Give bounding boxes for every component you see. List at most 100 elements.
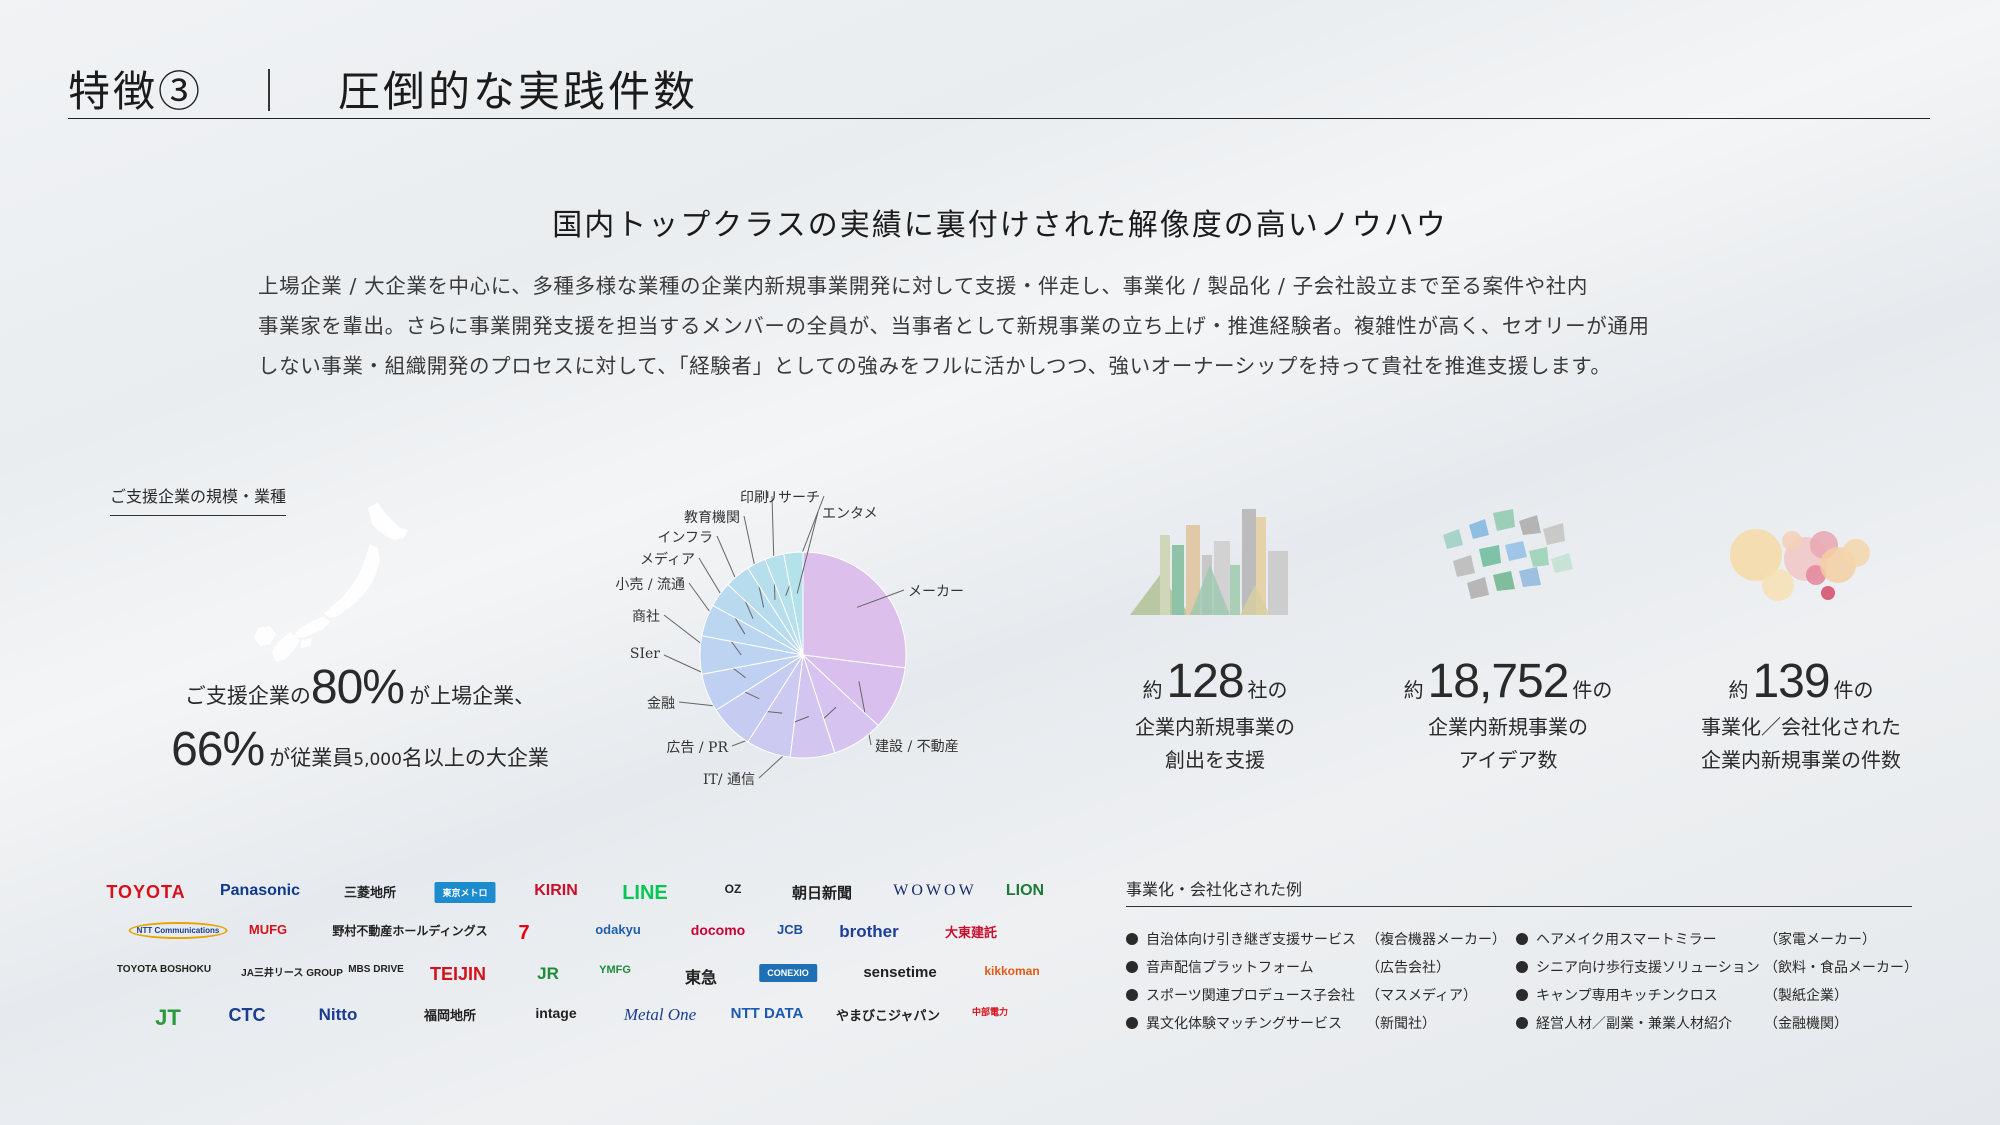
client-logo: kikkoman [984,964,1040,978]
client-logo: brother [839,922,899,941]
stat-prefix: 約 [1728,678,1749,702]
client-logo: YMFG [599,964,631,976]
pie-label: メーカー [908,584,964,600]
client-logo: Metal One [623,1005,697,1024]
listed-ratio-stat: ご支援企業の80% が上場企業、 [80,660,640,715]
client-logo: 7 [518,922,530,944]
title-divider [68,118,1930,119]
example-name: スポーツ関連プロデュース子会社 [1146,988,1356,1004]
industry-pie-chart: メーカー 建設 / 不動産 IT/ 通信 広告 / PR 金融 SIer 商社 小売 / 流通… [600,480,1000,810]
pie-label: リサーチ [764,490,820,506]
example-item: ヘアメイク用スマートミラー [1516,929,1717,949]
client-logo: NTT DATA [730,1005,804,1022]
bullet-icon [1516,933,1528,945]
stat-prefix: 約 [1142,678,1163,702]
pie-label: 小売 / 流通 [615,577,685,593]
pie-label: SIer [629,646,660,662]
stat-desc: 企業内新規事業の件数 [1701,748,1901,772]
client-logo: odakyu [595,922,641,937]
pie-slice [802,551,907,669]
lead-line: 上場企業 / 大企業を中心に、多種多様な業種の企業内新規事業開発に対して支援・伴… [258,274,1588,298]
example-item: 異文化体験マッチングサービス [1126,1013,1342,1033]
stat-text: ご支援企業の [184,684,311,708]
stat-desc: アイデア数 [1458,748,1558,772]
stat-value: 139 [1752,655,1830,708]
client-logo: JCB [776,922,804,937]
client-logo: JR [537,964,559,983]
client-logo: MBS DRIVE [348,964,404,975]
stat-desc: 事業化／会社化された [1701,715,1901,739]
client-logo: 野村不動産ホールディングス [332,924,488,938]
stat-desc: 企業内新規事業の [1135,715,1295,739]
examples-title: 事業化・会社化された例 [1126,880,1303,899]
client-logo: TOYOTA [106,882,186,902]
stat-launches: 約139 件の 事業化／会社化された 企業内新規事業の件数 [1671,505,1931,777]
client-logo: 三菱地所 [343,885,397,900]
bullet-icon [1516,1017,1528,1029]
example-name: キャンプ専用キッチンクロス [1536,988,1718,1004]
client-logo: Panasonic [219,882,301,899]
bullet-icon [1126,961,1138,973]
bullet-icon [1126,989,1138,1001]
client-logo: CTC [228,1005,266,1025]
bullet-icon [1126,1017,1138,1029]
client-logo: docomo [690,922,746,938]
stat-value: 128 [1166,655,1244,708]
client-logo: LINE [622,882,668,904]
client-logo: LION [1005,882,1045,899]
stat-unit: 件の [1833,678,1874,702]
example-org: （複合機器メーカー） [1366,932,1506,948]
stat-desc: 企業内新規事業の [1428,715,1588,739]
pie-label: インフラ [657,530,713,546]
stat-text: が上場企業、 [409,684,536,708]
support-section-label: ご支援企業の規模・業種 [110,483,287,516]
pie-slice [783,551,804,656]
idea-fragments-icon [1443,509,1573,599]
pie-label: 広告 / PR [666,740,728,756]
stat-text: が従業員 [269,746,354,770]
pie-leader-line [743,515,765,608]
client-logo: CONEXIO [759,964,817,982]
example-item: 音声配信プラットフォーム [1126,957,1314,977]
city-buildings-icon [1130,509,1288,615]
client-logo: JA三井リース GROUP [241,968,343,979]
stat-text: 名以上の大企業 [401,746,549,770]
client-logo: TEIJIN [429,964,487,984]
client-logo: 東急 [684,970,718,987]
stat-ideas: 約18,752 件の 企業内新規事業の アイデア数 [1378,505,1638,777]
page-title: 特徴③ ｜ 圧倒的な実践件数 [68,67,699,116]
pie-label: 教育機関 [684,510,740,526]
client-logo: JT [155,1005,181,1030]
client-logo: 中部電力 [971,1007,1009,1017]
bullet-icon [1126,933,1138,945]
pie-leader-line [796,511,819,594]
example-org: （家電メーカー） [1764,932,1876,948]
pie-label: IT/ 通信 [702,772,755,788]
example-org: （金融機関） [1764,1016,1848,1032]
pie-label: 印刷 [740,490,768,506]
pie-label: メディア [639,552,695,568]
stat-desc: 創出を支援 [1165,748,1265,772]
example-org: （マスメディア） [1366,988,1478,1004]
bullet-icon [1516,989,1528,1001]
client-logo: 大東建託 [944,925,998,940]
client-logo: TOYOTA BOSHOKU [116,964,212,975]
large-company-ratio-stat: 66% が従業員5,000名以上の大企業 [80,722,640,777]
lead-line: 事業家を輩出。さらに事業開発支援を担当するメンバーの全員が、当事者として新規事業… [258,314,1650,338]
client-logo: intage [535,1005,577,1021]
client-logo: Nitto [318,1005,358,1024]
bullet-icon [1516,961,1528,973]
pie-svg [663,495,907,779]
example-name: 自治体向け引き継ぎ支援サービス [1146,932,1356,948]
client-logo: NTT Communications [128,922,228,939]
stat-companies: 約128 社の 企業内新規事業の 創出を支援 [1085,505,1345,777]
pie-label: エンタメ [822,506,878,522]
japan-map-icon [254,502,408,662]
stat-unit: 社の [1247,678,1288,702]
example-name: シニア向け歩行支援ソリューション [1536,960,1760,976]
example-item: 経営人材／副業・兼業人材紹介 [1516,1013,1732,1033]
examples-divider [1126,906,1912,907]
stat-value: 80% [310,661,405,714]
client-logo: 福岡地所 [423,1008,477,1023]
example-name: ヘアメイク用スマートミラー [1536,932,1717,948]
